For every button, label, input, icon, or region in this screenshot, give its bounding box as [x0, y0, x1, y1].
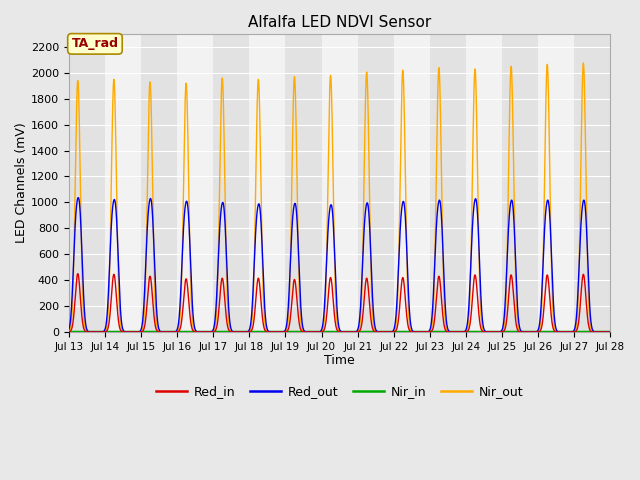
Bar	[358, 34, 394, 332]
Nir_out	[67, 321, 75, 326]
Red_out	[330, 228, 337, 233]
Y-axis label: LED Channels (mV): LED Channels (mV)	[15, 122, 28, 243]
Nir_in	[67, 329, 75, 335]
Red_out	[607, 329, 614, 335]
Red_out	[65, 327, 72, 333]
Nir_in	[65, 329, 72, 335]
Nir_in	[607, 329, 614, 335]
Legend: Red_in, Red_out, Nir_in, Nir_out: Red_in, Red_out, Nir_in, Nir_out	[151, 380, 529, 403]
Bar	[430, 34, 466, 332]
Red_in	[74, 271, 82, 276]
Nir_out	[607, 329, 614, 335]
Bar	[574, 34, 611, 332]
Red_in	[97, 329, 105, 335]
Bar	[141, 34, 177, 332]
Red_in	[607, 329, 614, 335]
Nir_in	[330, 329, 337, 335]
Red_in	[88, 329, 95, 335]
Title: Alfalfa LED NDVI Sensor: Alfalfa LED NDVI Sensor	[248, 15, 431, 30]
Bar	[394, 34, 430, 332]
Bar	[250, 34, 285, 332]
Line: Red_out: Red_out	[68, 198, 611, 332]
Nir_out	[65, 329, 72, 335]
Bar	[321, 34, 358, 332]
Line: Red_in: Red_in	[68, 274, 611, 332]
Red_in	[330, 303, 337, 309]
Bar	[285, 34, 321, 332]
Nir_out	[171, 329, 179, 335]
Red_in	[578, 282, 586, 288]
Line: Nir_out: Nir_out	[68, 63, 611, 332]
Nir_out	[579, 60, 587, 66]
Nir_in	[97, 329, 105, 335]
Bar	[502, 34, 538, 332]
Nir_out	[330, 202, 337, 207]
Nir_out	[578, 110, 586, 116]
Red_out	[171, 329, 179, 335]
Red_out	[74, 195, 82, 201]
Bar	[177, 34, 213, 332]
Red_out	[67, 309, 75, 315]
Red_in	[67, 327, 75, 333]
Bar	[466, 34, 502, 332]
Nir_in	[87, 329, 95, 335]
Nir_out	[87, 329, 95, 335]
Nir_in	[578, 329, 586, 335]
Bar	[68, 34, 105, 332]
Text: TA_rad: TA_rad	[72, 37, 118, 50]
Red_in	[65, 329, 72, 335]
Nir_in	[171, 329, 179, 335]
Bar	[105, 34, 141, 332]
Red_out	[97, 329, 105, 335]
Red_out	[88, 329, 95, 335]
Nir_out	[97, 329, 105, 335]
X-axis label: Time: Time	[324, 354, 355, 368]
Red_out	[578, 210, 586, 216]
Bar	[213, 34, 250, 332]
Red_in	[171, 329, 179, 335]
Bar	[538, 34, 574, 332]
